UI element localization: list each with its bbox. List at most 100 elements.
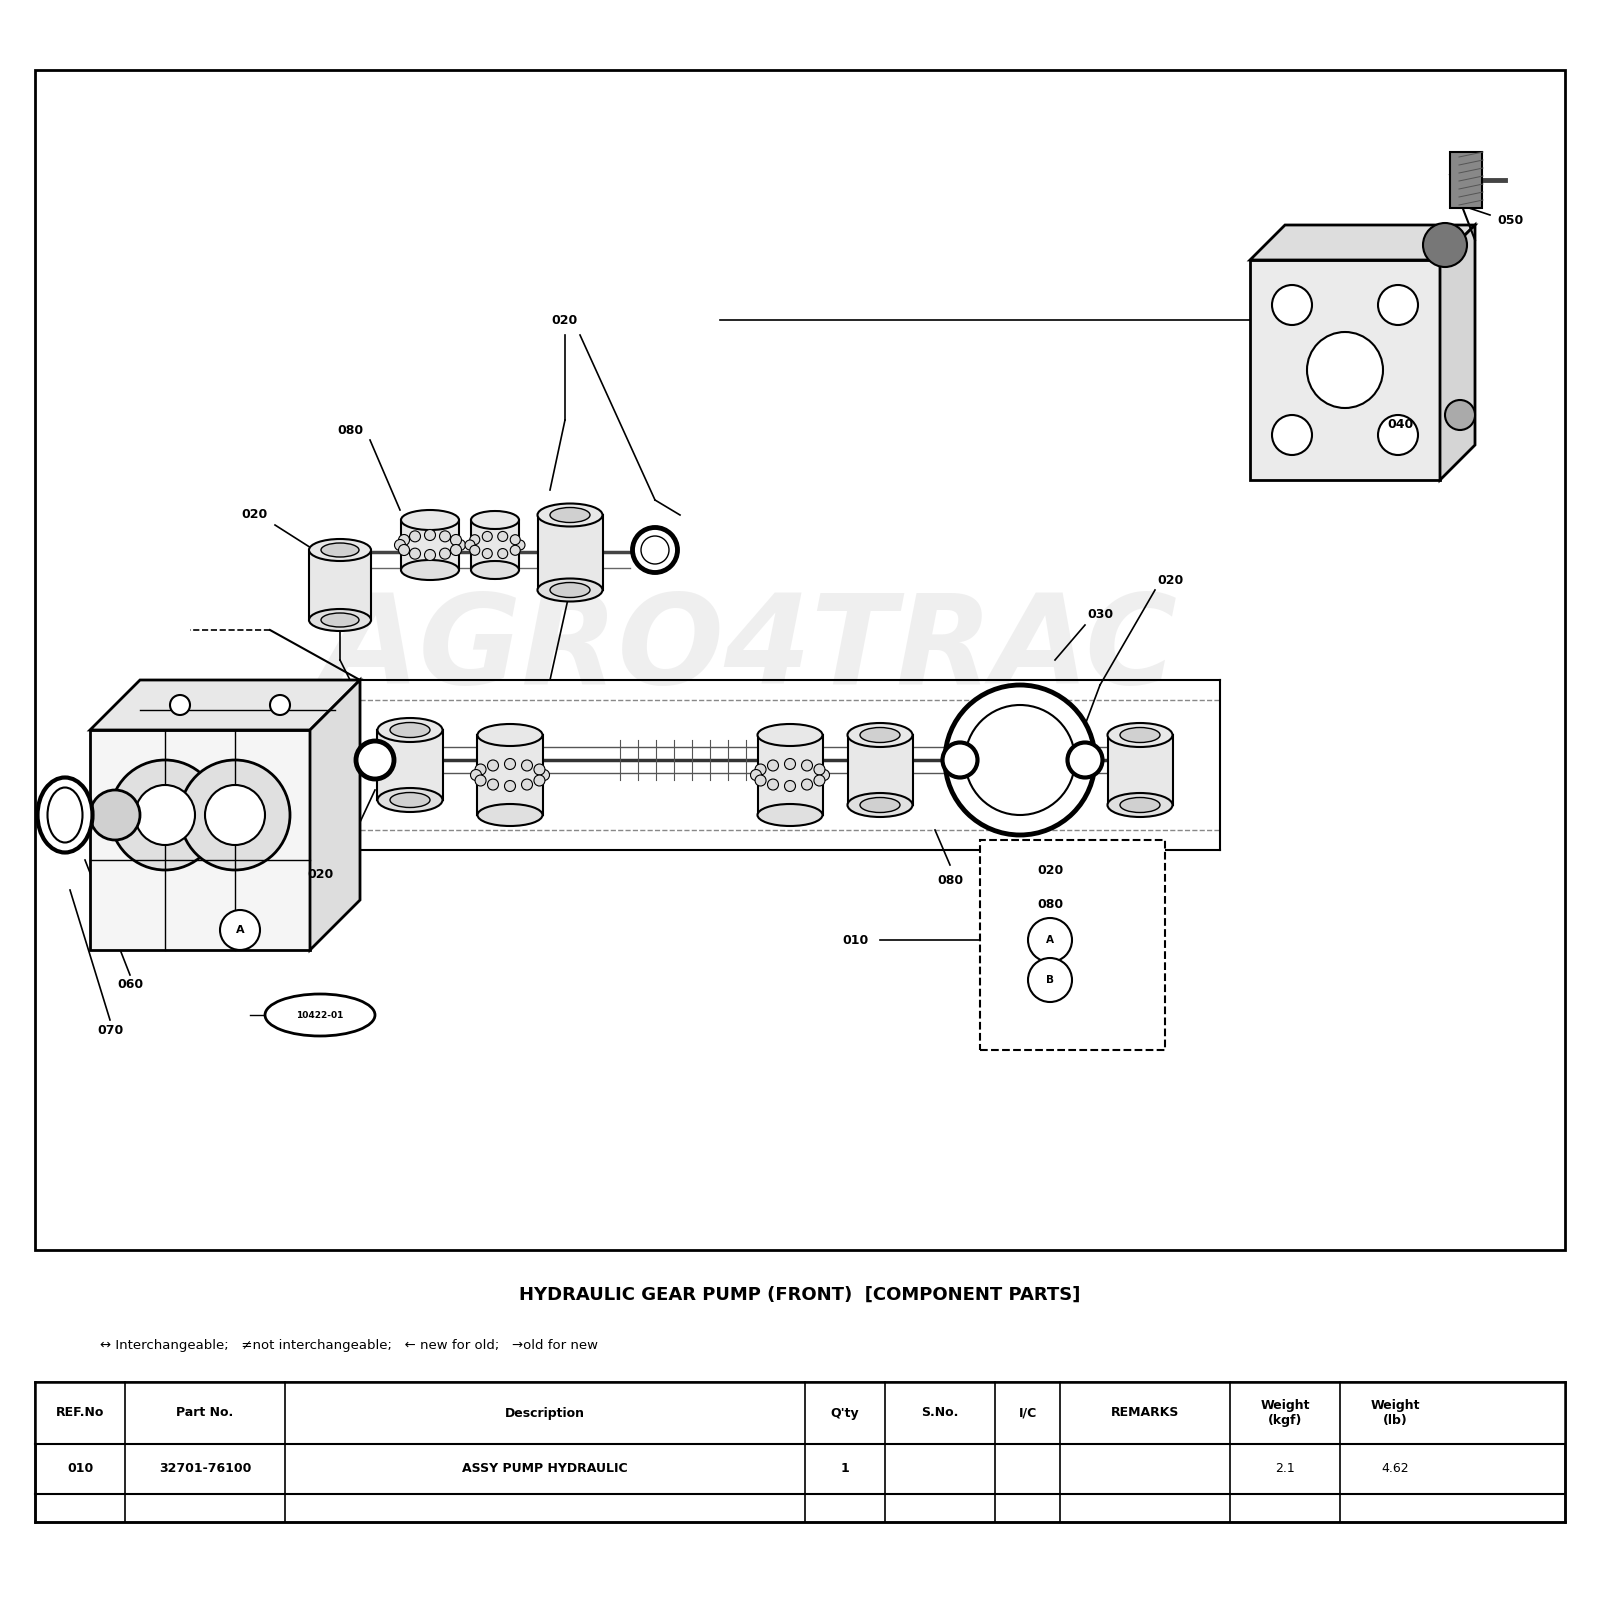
Circle shape — [410, 531, 421, 542]
Text: AGRO4TRAC: AGRO4TRAC — [323, 589, 1178, 710]
Bar — [35, 70, 1565, 1250]
Ellipse shape — [355, 741, 394, 779]
Ellipse shape — [378, 787, 443, 813]
Circle shape — [470, 546, 480, 555]
Bar — [470, 520, 518, 570]
Ellipse shape — [1107, 794, 1173, 818]
Text: 1: 1 — [840, 1462, 850, 1475]
Circle shape — [522, 779, 533, 790]
Circle shape — [110, 760, 221, 870]
Polygon shape — [1250, 226, 1475, 261]
Ellipse shape — [642, 536, 669, 565]
Ellipse shape — [965, 706, 1075, 814]
Text: B: B — [1046, 974, 1054, 986]
Circle shape — [819, 770, 829, 781]
Text: 10422-01: 10422-01 — [296, 1011, 344, 1019]
Text: 060: 060 — [117, 979, 142, 992]
Circle shape — [395, 539, 405, 550]
Circle shape — [475, 765, 486, 774]
Bar — [309, 550, 371, 619]
Ellipse shape — [37, 778, 93, 853]
Circle shape — [768, 779, 779, 790]
Polygon shape — [90, 680, 360, 730]
Ellipse shape — [309, 610, 371, 630]
Circle shape — [1027, 918, 1072, 962]
Ellipse shape — [322, 542, 358, 557]
Text: 080: 080 — [338, 424, 363, 437]
Ellipse shape — [757, 803, 822, 826]
Circle shape — [510, 546, 520, 555]
Ellipse shape — [861, 797, 901, 813]
Text: Q'ty: Q'ty — [830, 1406, 859, 1419]
Text: 020: 020 — [1037, 864, 1062, 877]
Text: HYDRAULIC GEAR PUMP (FRONT)  [COMPONENT PARTS]: HYDRAULIC GEAR PUMP (FRONT) [COMPONENT P… — [520, 1286, 1080, 1304]
Text: 020: 020 — [1157, 573, 1182, 587]
Circle shape — [466, 541, 475, 550]
Bar — [1107, 734, 1173, 805]
Bar — [1450, 152, 1482, 208]
Text: ASSY PUMP HYDRAULIC: ASSY PUMP HYDRAULIC — [462, 1462, 627, 1475]
Polygon shape — [1440, 226, 1475, 480]
Circle shape — [424, 530, 435, 541]
Circle shape — [205, 786, 266, 845]
Text: 2.1: 2.1 — [1275, 1462, 1294, 1475]
Text: Part No.: Part No. — [176, 1406, 234, 1419]
Ellipse shape — [632, 528, 677, 573]
Polygon shape — [1250, 261, 1440, 480]
Ellipse shape — [470, 510, 518, 530]
Text: A: A — [1046, 934, 1054, 946]
Circle shape — [179, 760, 290, 870]
Text: 020: 020 — [242, 509, 269, 522]
Circle shape — [475, 774, 486, 786]
Circle shape — [221, 910, 259, 950]
Ellipse shape — [538, 579, 603, 602]
Circle shape — [451, 544, 461, 555]
Bar — [402, 520, 459, 570]
Circle shape — [504, 758, 515, 770]
Ellipse shape — [477, 723, 542, 746]
Ellipse shape — [1120, 728, 1160, 742]
Text: 080: 080 — [938, 874, 963, 886]
Circle shape — [768, 760, 779, 771]
Bar — [848, 734, 912, 805]
Circle shape — [454, 539, 466, 550]
Circle shape — [814, 774, 826, 786]
Ellipse shape — [1067, 742, 1102, 778]
Ellipse shape — [266, 994, 374, 1037]
Circle shape — [1378, 285, 1418, 325]
Ellipse shape — [757, 723, 822, 746]
Text: ↔ Interchangeable;   ≠not interchangeable;   ← new for old;   →old for new: ↔ Interchangeable; ≠not interchangeable;… — [99, 1339, 598, 1352]
Circle shape — [1445, 400, 1475, 430]
Circle shape — [134, 786, 195, 845]
Circle shape — [424, 549, 435, 560]
Circle shape — [802, 779, 813, 790]
Circle shape — [470, 534, 480, 544]
Bar — [90, 730, 310, 950]
Circle shape — [1307, 333, 1382, 408]
Circle shape — [498, 531, 507, 541]
Circle shape — [488, 760, 499, 771]
Circle shape — [504, 781, 515, 792]
Text: I/C: I/C — [1018, 1406, 1037, 1419]
Ellipse shape — [378, 718, 443, 742]
Ellipse shape — [1107, 723, 1173, 747]
Circle shape — [510, 534, 520, 544]
Circle shape — [440, 549, 451, 558]
Circle shape — [534, 765, 546, 774]
Text: 4.62: 4.62 — [1381, 1462, 1410, 1475]
Circle shape — [482, 549, 493, 558]
Circle shape — [522, 760, 533, 771]
Ellipse shape — [550, 582, 590, 597]
Ellipse shape — [848, 723, 912, 747]
Text: 010: 010 — [842, 933, 869, 947]
Circle shape — [814, 765, 826, 774]
Text: 32701-76100: 32701-76100 — [158, 1462, 251, 1475]
Bar — [757, 734, 822, 814]
Circle shape — [534, 774, 546, 786]
Ellipse shape — [48, 787, 83, 843]
Bar — [378, 730, 443, 800]
Circle shape — [755, 765, 766, 774]
Text: REMARKS: REMARKS — [1110, 1406, 1179, 1419]
Circle shape — [90, 790, 141, 840]
Text: 040: 040 — [1387, 419, 1413, 432]
